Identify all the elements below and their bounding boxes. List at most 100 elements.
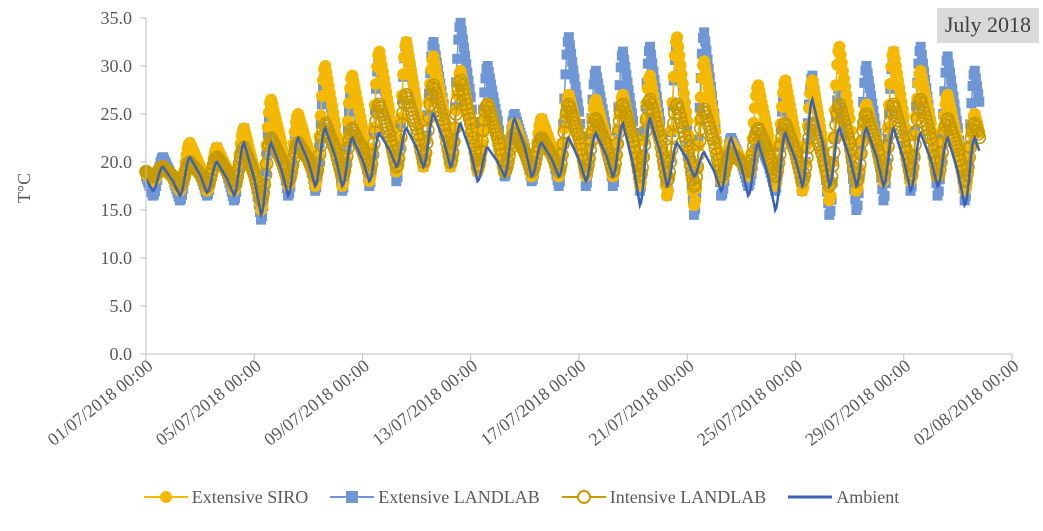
- x-tick-label: 01/07/2018 00:00: [44, 355, 157, 449]
- data-point: [969, 65, 980, 76]
- y-tick-label: 30.0: [101, 56, 133, 76]
- data-point: [943, 59, 954, 70]
- data-point: [680, 138, 695, 152]
- data-point: [664, 142, 679, 157]
- data-point: [645, 41, 656, 52]
- data-point: [770, 163, 785, 178]
- data-point: [459, 97, 474, 112]
- data-point: [230, 193, 241, 204]
- data-point: [946, 75, 957, 86]
- legend-item-ambient: Ambient: [788, 487, 899, 508]
- x-tick-label: 29/07/2018 00:00: [801, 355, 914, 449]
- data-point: [566, 48, 577, 59]
- data-point: [468, 145, 483, 160]
- data-point: [483, 67, 494, 78]
- data-point: [487, 85, 498, 96]
- data-point: [429, 43, 440, 54]
- legend-key-square-icon: [330, 491, 375, 503]
- data-point: [568, 65, 579, 76]
- x-tick-label: 09/07/2018 00:00: [260, 355, 373, 449]
- legend-item-extensive-siro: Extensive SIRO: [143, 487, 308, 508]
- data-point: [572, 98, 583, 109]
- data-point: [908, 137, 922, 152]
- data-point: [672, 40, 685, 53]
- data-point: [676, 77, 689, 90]
- data-point: [917, 58, 928, 69]
- data-point: [457, 88, 471, 102]
- data-point: [863, 75, 874, 86]
- data-point: [635, 160, 649, 175]
- data-point: [866, 90, 877, 101]
- data-point: [623, 85, 634, 96]
- data-point: [458, 92, 472, 107]
- data-point: [673, 49, 686, 62]
- data-point: [621, 69, 632, 80]
- data-point: [569, 73, 580, 84]
- data-point: [877, 184, 888, 195]
- data-point: [560, 69, 571, 80]
- data-point: [675, 68, 688, 81]
- y-tick-label: 20.0: [101, 152, 133, 172]
- data-point: [390, 157, 405, 172]
- data-point: [850, 194, 861, 205]
- data-point: [689, 209, 700, 220]
- y-tick-label: 5.0: [110, 296, 133, 316]
- series-layer: [139, 17, 987, 225]
- data-point: [475, 134, 489, 148]
- data-point: [261, 121, 274, 134]
- data-point: [479, 87, 490, 98]
- data-point: [463, 116, 478, 131]
- data-point: [646, 50, 657, 61]
- data-point: [852, 200, 863, 211]
- data-point: [927, 150, 941, 164]
- data-point: [482, 61, 493, 71]
- legend-label: Extensive LANDLAB: [378, 486, 540, 507]
- data-point: [772, 147, 787, 162]
- legend-item-extensive-landlab: Extensive LANDLAB: [330, 486, 540, 508]
- data-point: [671, 31, 684, 44]
- data-point: [689, 194, 702, 207]
- data-point: [474, 144, 488, 158]
- data-point: [743, 159, 758, 174]
- data-point: [745, 146, 760, 161]
- month-badge: July 2018: [936, 8, 1039, 43]
- series-line: [144, 95, 981, 219]
- data-point: [924, 131, 938, 145]
- x-tick-label: 17/07/2018 00:00: [477, 355, 590, 449]
- series-ambient: [144, 95, 981, 219]
- data-point: [570, 81, 581, 92]
- data-point: [947, 83, 958, 94]
- data-point: [963, 140, 978, 155]
- data-point: [960, 167, 974, 182]
- data-point: [462, 67, 473, 78]
- data-point: [581, 177, 592, 188]
- legend-key-line-icon: [788, 495, 833, 499]
- data-point: [563, 32, 574, 43]
- data-point: [455, 17, 466, 28]
- legend-label: Ambient: [836, 486, 900, 507]
- data-point: [466, 131, 480, 145]
- data-point: [484, 73, 495, 84]
- data-point: [970, 73, 981, 84]
- legend-item-intensive-landlab: Intensive LANDLAB: [561, 487, 766, 508]
- data-point: [428, 37, 439, 47]
- data-point: [637, 137, 652, 152]
- data-point: [454, 78, 469, 92]
- data-point: [823, 176, 838, 191]
- data-point: [456, 83, 470, 97]
- data-point: [447, 134, 461, 149]
- data-point: [683, 158, 698, 173]
- data-point: [461, 59, 472, 70]
- data-point: [571, 90, 582, 101]
- data-point: [944, 67, 955, 78]
- data-point: [700, 36, 711, 47]
- data-point: [457, 34, 468, 45]
- data-point: [456, 26, 467, 37]
- data-point: [688, 176, 702, 191]
- data-point: [619, 54, 630, 65]
- data-point: [653, 133, 667, 148]
- data-point: [864, 83, 875, 94]
- data-point: [593, 78, 604, 89]
- data-point: [961, 160, 975, 174]
